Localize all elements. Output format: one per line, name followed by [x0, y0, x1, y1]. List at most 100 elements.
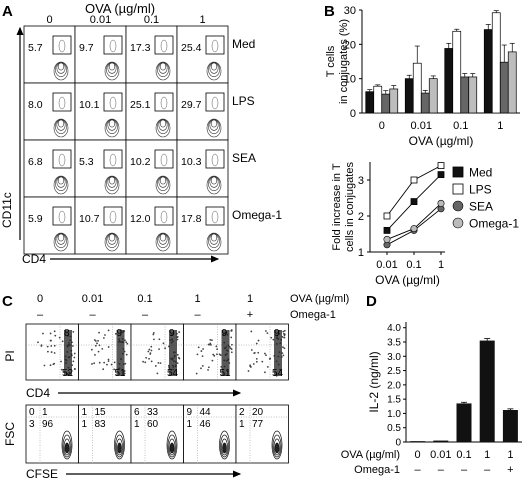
contour-line — [210, 233, 218, 242]
contour-line — [56, 62, 66, 74]
pi-dot — [282, 346, 284, 349]
d-bar — [479, 340, 495, 442]
c-omega-mark: – — [89, 309, 96, 321]
pi-dot — [230, 329, 233, 332]
panel-d-bar-chart: 00.51.01.52.02.53.03.54.00–0.01–0.1–1–1+… — [341, 322, 522, 476]
pi-dot — [247, 370, 250, 372]
pi-dot — [282, 354, 285, 357]
d-y-axis-label: IL-2 (ng/ml) — [367, 351, 381, 412]
gate-box — [52, 149, 72, 169]
pi-value-top: 9 — [169, 328, 175, 339]
fsc-contour — [274, 442, 280, 454]
pi-dot — [202, 348, 204, 350]
pi-dot — [201, 355, 204, 358]
pi-dot — [150, 360, 153, 363]
pi-dot — [158, 338, 161, 341]
pi-dot — [196, 353, 199, 356]
pi-dot — [231, 343, 233, 346]
contour-line — [211, 153, 219, 167]
percent-value: 17.3 — [130, 42, 151, 54]
cd11c-axis-label: CD11c — [0, 192, 14, 228]
a-col-header: 1 — [199, 14, 205, 26]
pi-dot — [178, 331, 181, 333]
pi-dot — [158, 348, 160, 351]
pi-dot — [216, 348, 219, 351]
percent-value: 25.1 — [130, 99, 151, 111]
d-y-tick-label: 2.5 — [387, 366, 401, 377]
cd4-axis-label-a: CD4 — [22, 252, 46, 266]
contour-line — [159, 119, 167, 128]
pi-dot — [152, 333, 155, 336]
pi-dot — [98, 344, 101, 347]
pi-dot — [114, 332, 117, 335]
fsc-quadrant-value: 46 — [200, 419, 212, 430]
percent-value: 10.2 — [130, 156, 151, 168]
line-y-tick-label: 3 — [358, 175, 364, 187]
series-marker — [383, 226, 391, 234]
legend-label: Med — [469, 166, 492, 180]
panel-label-c: C — [2, 293, 13, 310]
pi-dot — [156, 372, 159, 375]
fsc-quadrant-value: 9 — [187, 407, 193, 418]
pi-dot — [154, 365, 157, 367]
contour-line — [58, 96, 66, 110]
line-y-axis-label-line: Fold increase in T — [331, 163, 343, 251]
line-y-axis-label-line: cells in conjugates — [344, 162, 356, 252]
b-y-tick-label: 20 — [344, 39, 356, 51]
b-bar — [428, 78, 438, 114]
pi-dot — [255, 357, 258, 360]
line-y-tick-label: 2 — [358, 211, 364, 223]
fsc-contour — [222, 442, 227, 454]
pi-dot — [149, 352, 152, 355]
contour-line — [108, 62, 116, 71]
pi-dot — [268, 358, 271, 360]
pi-dot — [210, 343, 212, 346]
pi-dot — [101, 347, 104, 350]
d-bar — [456, 403, 472, 442]
contour-line — [57, 62, 65, 71]
gate-box — [154, 35, 174, 55]
pi-dot — [150, 349, 153, 352]
pi-dot — [162, 342, 165, 345]
b-y-axis-label-line: T cells — [325, 45, 337, 77]
contour-line — [58, 153, 66, 167]
pi-dot — [53, 344, 56, 347]
pi-dot — [97, 350, 100, 353]
c-ova-value: 0.1 — [137, 293, 152, 305]
c-omega-mark: – — [194, 309, 201, 321]
pi-value-top: 9 — [222, 328, 228, 339]
contour-line — [109, 153, 117, 167]
d-omega-mark: – — [438, 464, 445, 476]
fsc-quadrant-value: 1 — [187, 419, 193, 430]
facs-plot — [125, 82, 178, 141]
pi-dense-population — [169, 330, 177, 376]
series-marker — [410, 176, 418, 184]
fsc-quadrant-value: 1 — [134, 419, 140, 430]
contour-line — [108, 233, 116, 242]
c-omega-mark: – — [142, 309, 149, 321]
b-bar — [404, 78, 414, 114]
pi-dot — [142, 360, 145, 363]
contour-line — [108, 176, 116, 185]
contour-line — [160, 96, 168, 110]
pi-dot — [94, 344, 97, 347]
pi-dot — [150, 345, 153, 348]
fsc-quadrant-value: 60 — [147, 419, 159, 430]
pi-dot — [49, 332, 52, 335]
pi-dot — [126, 342, 129, 345]
percent-value: 5.3 — [79, 156, 94, 168]
fsc-contour — [64, 442, 70, 454]
legend-label: SEA — [469, 200, 493, 214]
pi-dot — [281, 336, 284, 338]
d-y-tick-label: 1.5 — [387, 395, 401, 406]
pi-dense-population — [274, 330, 282, 376]
percent-value: 5.9 — [28, 213, 43, 225]
pi-dot — [40, 344, 43, 347]
contour-line — [158, 62, 168, 74]
pi-value-bottom: 54 — [167, 368, 179, 379]
d-y-tick-label: 2.0 — [387, 380, 401, 391]
pi-value-bottom: 54 — [272, 368, 284, 379]
c-omega-label: Omega-1 — [290, 309, 336, 321]
line-y-tick-label: 1 — [358, 247, 364, 259]
